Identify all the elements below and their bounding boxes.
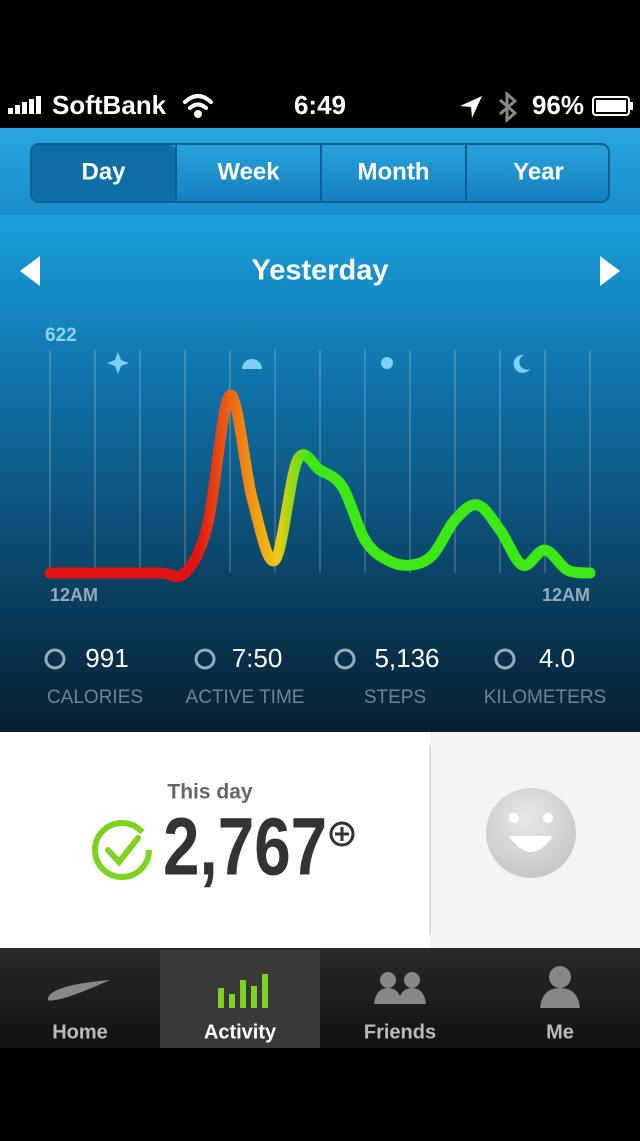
friends-icon <box>374 972 426 1004</box>
segment-dividers <box>175 145 467 201</box>
activity-line <box>44 389 596 583</box>
segment-label[interactable]: Month <box>358 158 430 185</box>
stat-value: 991 <box>85 643 128 673</box>
next-arrow[interactable] <box>600 256 620 286</box>
stat-label: ACTIVE TIME <box>186 687 305 708</box>
clock: 6:49 <box>294 90 346 120</box>
stat-value: 7:50 <box>232 643 283 673</box>
segment-selected <box>32 145 176 201</box>
goal-check <box>92 820 152 880</box>
stat-icon <box>44 648 66 670</box>
segment-label[interactable]: Day <box>81 158 126 185</box>
summary-caption: This day <box>167 781 253 804</box>
fuel-points: 2,767 <box>163 801 327 893</box>
tab-label[interactable]: Activity <box>204 1021 277 1043</box>
stat-label: KILOMETERS <box>484 687 606 708</box>
wifi-icon <box>183 94 213 118</box>
battery-icon <box>592 96 633 116</box>
me-icon <box>540 966 580 1008</box>
tab-label[interactable]: Me <box>546 1021 574 1043</box>
smiley <box>486 788 576 878</box>
segment-label[interactable]: Week <box>217 158 280 185</box>
stat-icon <box>334 648 356 670</box>
signal-icon <box>8 96 41 114</box>
stat-icon <box>194 648 216 670</box>
location-icon <box>460 96 482 118</box>
stat-value: 5,136 <box>374 643 439 673</box>
activity-icon <box>218 974 268 1008</box>
tab-label[interactable]: Friends <box>364 1021 436 1043</box>
status-bar <box>0 0 640 128</box>
tab-label[interactable]: Home <box>52 1021 108 1043</box>
time-icons <box>107 352 530 374</box>
x-tick-label: 12AM <box>50 585 98 605</box>
bluetooth-icon <box>499 90 518 124</box>
prev-arrow[interactable] <box>20 256 40 286</box>
period-title: Yesterday <box>251 255 388 287</box>
stat-value: 4.0 <box>539 643 575 673</box>
y-tick-label: 622 <box>45 325 77 346</box>
x-tick-label: 12AM <box>542 585 590 605</box>
fuel-plus <box>329 821 355 847</box>
stat-icon <box>494 648 516 670</box>
stat-label: STEPS <box>364 687 426 708</box>
stat-label: CALORIES <box>47 687 143 708</box>
segment-label[interactable]: Year <box>513 158 564 185</box>
carrier: SoftBank <box>52 90 167 120</box>
battery-percent: 96% <box>532 90 584 120</box>
home-icon <box>47 980 110 1001</box>
